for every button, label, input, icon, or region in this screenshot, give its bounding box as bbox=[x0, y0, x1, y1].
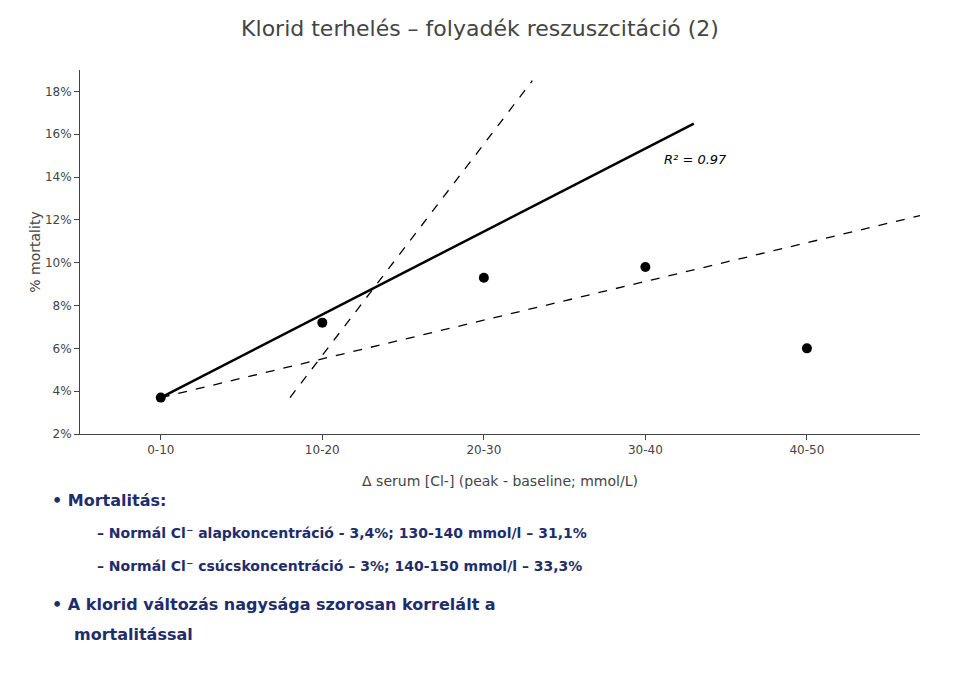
svg-text:4%: 4% bbox=[53, 384, 72, 398]
svg-text:10%: 10% bbox=[45, 256, 72, 270]
svg-text:40-50: 40-50 bbox=[789, 443, 824, 457]
svg-text:– Normál Cl⁻ csúcskoncentráció: – Normál Cl⁻ csúcskoncentráció – 3%; 140… bbox=[97, 558, 582, 574]
svg-text:– Normál Cl⁻ alapkoncentráció: – Normál Cl⁻ alapkoncentráció - 3,4%; 13… bbox=[97, 525, 587, 541]
svg-text:30-40: 30-40 bbox=[628, 443, 663, 457]
svg-text:14%: 14% bbox=[45, 170, 72, 184]
svg-text:Δ serum [Cl-] (peak - baseline: Δ serum [Cl-] (peak - baseline; mmol/L) bbox=[362, 473, 638, 489]
svg-text:6%: 6% bbox=[53, 342, 72, 356]
svg-text:mortalitással: mortalitással bbox=[74, 625, 193, 644]
svg-text:% mortality: % mortality bbox=[27, 211, 43, 292]
svg-text:12%: 12% bbox=[45, 213, 72, 227]
svg-text:• Mortalitás:: • Mortalitás: bbox=[52, 491, 166, 510]
svg-text:20-30: 20-30 bbox=[466, 443, 501, 457]
svg-text:8%: 8% bbox=[53, 299, 72, 313]
svg-text:R² = 0.97: R² = 0.97 bbox=[664, 152, 727, 167]
svg-text:0-10: 0-10 bbox=[147, 443, 174, 457]
svg-text:2%: 2% bbox=[53, 427, 72, 441]
svg-text:• A klorid változás nagysága s: • A klorid változás nagysága szorosan ko… bbox=[52, 595, 496, 614]
svg-text:10-20: 10-20 bbox=[305, 443, 340, 457]
svg-text:16%: 16% bbox=[45, 127, 72, 141]
svg-text:18%: 18% bbox=[45, 85, 72, 99]
svg-text:Klorid terhelés – folyadék res: Klorid terhelés – folyadék reszuszcitáci… bbox=[241, 16, 719, 41]
